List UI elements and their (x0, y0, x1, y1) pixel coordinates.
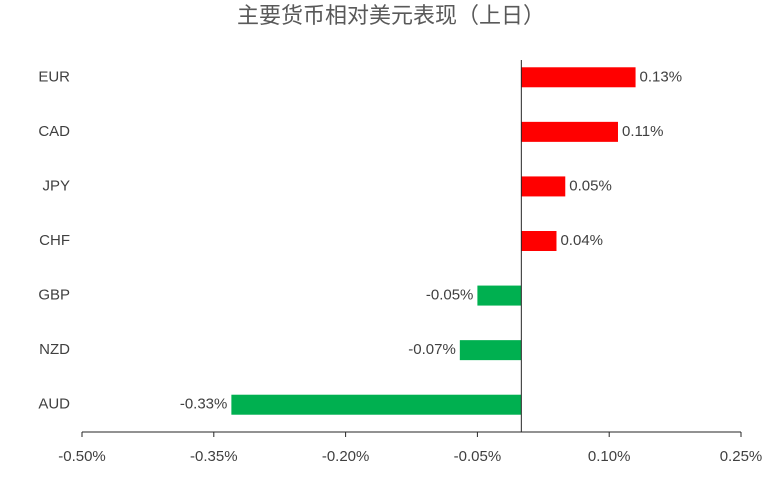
y-tick-label: CAD (38, 123, 70, 140)
x-tick-label: 0.10% (588, 448, 631, 465)
chart-title: 主要货币相对美元表现（上日） (237, 3, 545, 28)
value-label: -0.05% (426, 287, 474, 304)
y-tick-label: AUD (38, 396, 70, 413)
y-tick-label: EUR (38, 68, 70, 85)
bar (521, 231, 557, 251)
value-label: 0.05% (569, 177, 612, 194)
y-tick-label: GBP (38, 287, 70, 304)
bar (231, 394, 522, 415)
y-tick-label: NZD (39, 341, 70, 358)
x-tick-label: 0.25% (720, 448, 763, 465)
value-label: 0.13% (640, 68, 683, 85)
bar (459, 340, 522, 361)
value-label: -0.07% (408, 341, 456, 358)
bar (521, 121, 618, 142)
value-label: 0.04% (560, 232, 603, 249)
y-tick-label: JPY (42, 177, 70, 194)
bar (477, 285, 522, 306)
x-tick-label: -0.20% (322, 448, 370, 465)
value-label: -0.33% (180, 396, 228, 413)
value-label: 0.11% (622, 123, 663, 140)
x-tick-label: -0.35% (190, 448, 238, 465)
y-tick-label: CHF (39, 232, 70, 249)
x-tick-label: -0.05% (454, 448, 502, 465)
bar (521, 67, 636, 88)
x-tick-label: -0.50% (58, 448, 106, 465)
bar (521, 176, 566, 197)
